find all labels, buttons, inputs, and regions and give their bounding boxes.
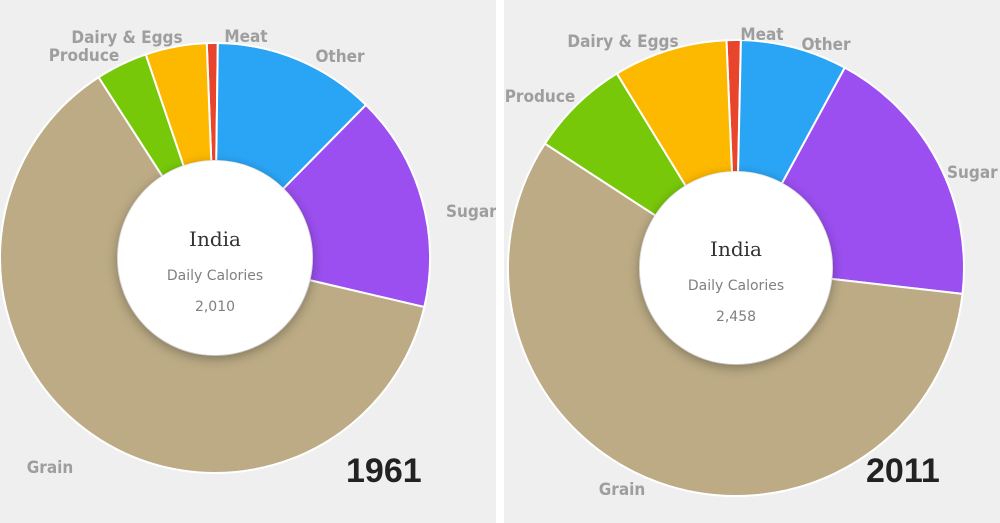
slice-label-grain: Grain bbox=[599, 480, 646, 500]
slice-label-other: Other bbox=[801, 35, 851, 55]
center-subtitle: Daily Calories bbox=[167, 268, 263, 284]
panel-1961: India Daily Calories 2,010 Meat Other Sugar Gr… bbox=[0, 0, 496, 523]
center-value: 2,458 bbox=[716, 309, 756, 325]
slice-label-dairy-eggs: Dairy & Eggs bbox=[567, 32, 678, 52]
center-subtitle: Daily Calories bbox=[688, 278, 784, 294]
donut-chart-2011: India Daily Calories 2,458 Meat Other Sugar &… bbox=[505, 25, 1000, 500]
center-title: India bbox=[189, 227, 241, 251]
donut-center bbox=[640, 172, 832, 364]
year-label-2011: 2011 bbox=[866, 452, 940, 490]
donut-center bbox=[118, 161, 312, 355]
center-value: 2,010 bbox=[195, 299, 235, 315]
slice-label-produce: Produce bbox=[49, 46, 120, 66]
slice-label-sugar: Sugar bbox=[446, 202, 496, 222]
panel-2011: India Daily Calories 2,458 Meat Other Sugar &… bbox=[504, 0, 1000, 523]
donut-chart-1961: India Daily Calories 2,010 Meat Other Sugar Gr… bbox=[0, 27, 496, 478]
slice-label-produce: Produce bbox=[505, 87, 576, 107]
center-title: India bbox=[710, 237, 762, 261]
slice-label-grain: Grain bbox=[27, 458, 74, 478]
slice-label-sugar: Sugar & bbox=[947, 163, 1000, 183]
year-label-1961: 1961 bbox=[346, 452, 422, 490]
slice-label-meat: Meat bbox=[224, 27, 267, 47]
slice-label-meat: Meat bbox=[740, 25, 783, 45]
slice-label-other: Other bbox=[315, 47, 365, 67]
slice-label-dairy-eggs: Dairy & Eggs bbox=[71, 28, 182, 48]
